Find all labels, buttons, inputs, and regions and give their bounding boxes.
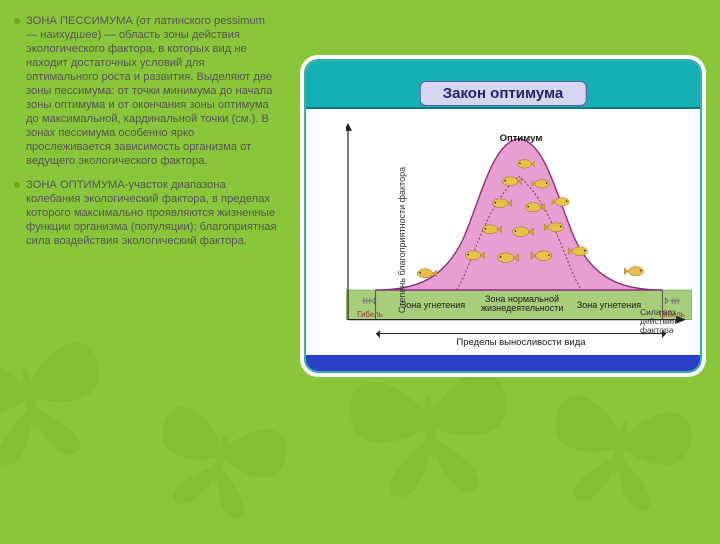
plot-area: Оптимум Зона нормальной жизнедеятельност… [346,117,692,363]
fish-icon [501,175,522,189]
bullet-dot-icon [14,18,20,24]
tolerance-arrow [376,333,666,334]
bullet-2: ЗОНА ОПТИМУМА-участок диапазона колебани… [14,178,278,248]
label-oppression-right: Зона угнетения [574,300,644,310]
fish-icon [516,157,536,170]
fish-icon [524,201,545,215]
text-block: ЗОНА ПЕССИМУМА (от латинского pessimum —… [14,14,278,258]
figure-container: Закон оптимума [300,55,706,377]
fish-icon [511,225,534,240]
label-normal-zone: Зона нормальной жизнедеятельности [481,295,563,314]
figure-bottom-bar [306,355,700,371]
bullet-dot-icon [14,182,20,188]
fish-icon [491,197,512,211]
y-axis-label: Степень благоприятности фактора [397,160,407,320]
fish-icon [481,223,502,237]
label-oppression-left: Зона угнетения [398,300,468,310]
fish-icon [624,265,645,279]
figure-title: Закон оптимума [420,81,587,106]
paragraph-1: ЗОНА ПЕССИМУМА (от латинского pessimum —… [26,14,278,168]
label-optimum: Оптимум [496,133,546,144]
label-tolerance: Пределы выносливости вида [446,337,596,348]
fish-icon [496,251,519,266]
optimum-law-diagram: Закон оптимума [304,59,702,373]
x-axis-label: Сила воз действия фактора [640,308,694,335]
fish-icon [416,267,437,281]
bullet-1: ЗОНА ПЕССИМУМА (от латинского pessimum —… [14,14,278,168]
fish-icon [531,249,554,264]
fish-icon [544,221,565,235]
fish-icon [551,195,571,208]
butterfly-icon [525,366,715,533]
fish-icon [568,245,589,259]
paragraph-2: ЗОНА ОПТИМУМА-участок диапазона колебани… [26,178,278,248]
fish-icon [531,177,551,190]
fish-icon [464,249,485,263]
butterfly-icon [128,377,312,543]
label-death-left: Гибель [352,310,388,319]
butterfly-icon [0,311,132,490]
